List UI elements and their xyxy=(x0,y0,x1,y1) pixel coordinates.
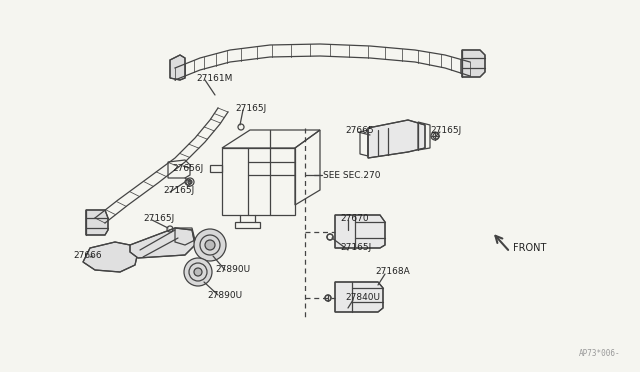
Circle shape xyxy=(188,180,192,184)
Text: 27165J: 27165J xyxy=(235,103,266,112)
Polygon shape xyxy=(335,282,383,312)
Polygon shape xyxy=(335,215,385,248)
Text: 27670: 27670 xyxy=(340,214,369,222)
Text: AP73*006-: AP73*006- xyxy=(579,349,620,358)
Text: 27890U: 27890U xyxy=(215,266,250,275)
Text: 27666: 27666 xyxy=(73,250,102,260)
Polygon shape xyxy=(130,228,195,258)
Circle shape xyxy=(194,229,226,261)
Text: 27168A: 27168A xyxy=(375,267,410,276)
Text: 27890U: 27890U xyxy=(207,291,242,299)
Circle shape xyxy=(194,268,202,276)
Text: 27665: 27665 xyxy=(345,125,374,135)
Polygon shape xyxy=(86,210,108,235)
Polygon shape xyxy=(83,242,138,272)
Text: 27840U: 27840U xyxy=(345,294,380,302)
Circle shape xyxy=(184,258,212,286)
Text: 27165J: 27165J xyxy=(163,186,195,195)
Polygon shape xyxy=(170,55,185,80)
Text: SEE SEC.270: SEE SEC.270 xyxy=(323,170,381,180)
Text: 27165J: 27165J xyxy=(430,125,461,135)
Text: 27656J: 27656J xyxy=(172,164,204,173)
Text: 27165J: 27165J xyxy=(143,214,174,222)
Polygon shape xyxy=(462,50,485,77)
Polygon shape xyxy=(368,120,425,158)
Text: 27161M: 27161M xyxy=(196,74,232,83)
Circle shape xyxy=(205,240,215,250)
Text: FRONT: FRONT xyxy=(513,243,547,253)
Text: 27165J: 27165J xyxy=(340,244,371,253)
